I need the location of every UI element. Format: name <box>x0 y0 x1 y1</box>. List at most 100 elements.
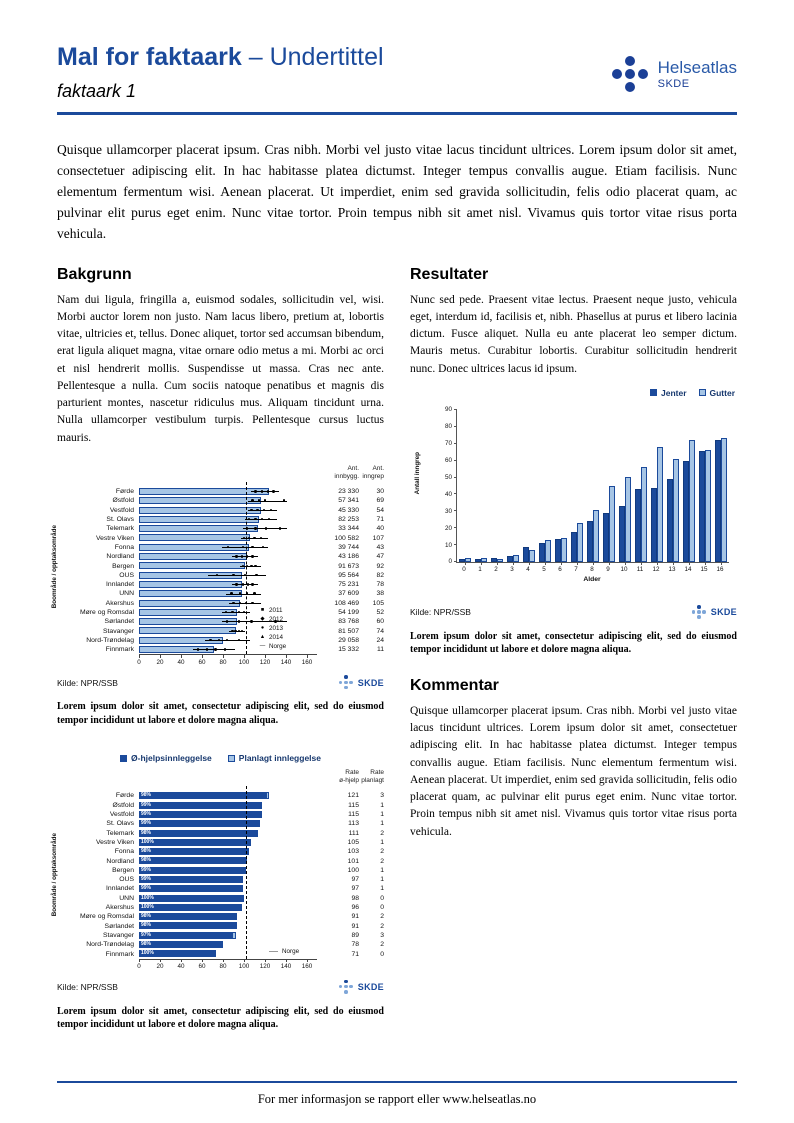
bar-jenter <box>618 506 625 562</box>
column-headers: Ant. innbygg. Ant. inngrep <box>57 463 384 487</box>
value-innbygg: 23 330 <box>338 488 359 496</box>
value-rate-planlagt: 1 <box>380 876 384 884</box>
error-range <box>248 500 288 502</box>
table-row: Sørlandet 83 768 60 <box>57 617 384 626</box>
y-tick-label: 70 <box>444 440 452 448</box>
row-plot: 98% <box>139 912 317 921</box>
bar-ehjelp: 98% <box>139 848 248 856</box>
value-rate-ehjelp: 103 <box>347 848 359 856</box>
year-marker <box>241 583 245 586</box>
bar-gutter <box>545 540 552 562</box>
bar-planlagt <box>220 941 223 949</box>
value-innbygg: 75 231 <box>338 581 359 589</box>
x-tick-label: 4 <box>526 565 530 573</box>
logo-text: Helseatlas SKDE <box>658 58 737 90</box>
skde-wordmark: SKDE <box>357 982 384 993</box>
value-rate-ehjelp: 98 <box>351 894 359 902</box>
tick-mark <box>307 959 308 963</box>
row-label: Stavanger <box>103 931 134 939</box>
tick-mark <box>454 493 457 495</box>
y-tick-label: 50 <box>444 474 452 482</box>
value-innbygg: 108 469 <box>334 599 359 607</box>
chart-rows: Førde 98% 121 3 Østfold 99% 115 1 Vestfold 99% 115… <box>57 786 384 959</box>
tick-mark <box>160 655 161 658</box>
value-innbygg: 100 582 <box>334 534 359 542</box>
tick-mark <box>454 510 457 512</box>
legend-item: Ø-hjelpsinnleggelse <box>120 753 212 763</box>
tick-label: 0 <box>137 963 141 971</box>
bar <box>139 515 259 523</box>
bar-planlagt <box>240 876 243 883</box>
year-marker <box>223 648 227 651</box>
source-label: Kilde: NPR/SSB <box>57 677 118 688</box>
chart-footer: Kilde: NPR/SSB SKDE <box>410 604 737 620</box>
dot-icon <box>343 675 348 679</box>
bar-gutter <box>593 510 600 562</box>
value-rate-planlagt: 3 <box>380 792 384 800</box>
error-range <box>248 509 277 511</box>
row-plot: 100% <box>139 903 317 912</box>
legend-marker-icon: ◆ <box>260 616 265 623</box>
bar <box>139 580 242 588</box>
chart-rows: Førde 23 330 30 Østfold 57 341 69 Vestfold 45 3… <box>57 481 384 655</box>
tick-label: 160 <box>301 658 313 666</box>
x-tick-label: 15 <box>700 565 708 573</box>
bar <box>139 525 258 533</box>
value-rate-ehjelp: 97 <box>351 885 359 893</box>
row-label: Finnmark <box>105 950 134 958</box>
y-tick-label: 80 <box>444 423 452 431</box>
x-tick-label: 6 <box>558 565 562 573</box>
chart3-caption: Lorem ipsum dolor sit amet, consectetur … <box>410 630 737 656</box>
bar-ehjelp: 98% <box>139 857 246 865</box>
bar-gutter <box>513 555 520 562</box>
norge-reference-line <box>246 786 248 959</box>
chart-rates-by-region: Ant. innbygg. Ant. inngrep Førde 23 330 30 Øs… <box>51 463 384 690</box>
error-range <box>232 556 258 558</box>
year-marker <box>245 555 249 558</box>
table-row: Finnmark 15 332 11 <box>57 645 384 654</box>
title-subtitle: – Undertittel <box>241 43 384 71</box>
bar <box>139 599 240 607</box>
table-row: St. Olavs 99% 113 1 <box>57 819 384 828</box>
row-label: Vestre Viken <box>95 838 134 846</box>
row-label: Fonna <box>114 543 134 551</box>
bar-gutter <box>561 537 568 562</box>
bar-ehjelp: 98% <box>139 922 235 930</box>
row-label: Telemark <box>106 829 134 837</box>
tick-mark <box>481 561 482 565</box>
bar-jenter <box>538 543 545 562</box>
value-innbygg: 95 564 <box>338 571 359 579</box>
year-marker <box>226 638 229 642</box>
table-row: Nordland 98% 101 2 <box>57 856 384 865</box>
row-label: Finnmark <box>105 646 134 654</box>
year-marker <box>215 573 218 577</box>
table-row: Førde 98% 121 3 <box>57 791 384 800</box>
value-inngrep: 71 <box>376 516 384 524</box>
bar-ehjelp: 99% <box>139 876 241 883</box>
dot-icon <box>696 610 701 614</box>
tick-label: 100 <box>238 963 250 971</box>
row-label: Nord-Trøndelag <box>86 636 134 644</box>
value-rate-planlagt: 2 <box>380 941 384 949</box>
legend-swatch <box>227 754 235 762</box>
value-rate-ehjelp: 91 <box>351 922 359 930</box>
legend-swatch <box>698 389 706 397</box>
table-row: Innlandet 75 231 78 <box>57 580 384 589</box>
bar-ehjelp: 98% <box>139 941 221 949</box>
dot-icon <box>343 680 348 685</box>
skde-wordmark: SKDE <box>357 677 384 688</box>
year-marker <box>209 638 212 642</box>
legend-item: ◆ 2012 <box>256 615 286 624</box>
header-titles: Mal for faktaark – Undertittel faktaark … <box>57 43 384 102</box>
tick-mark <box>529 561 530 565</box>
year-marker <box>238 592 241 595</box>
table-row: Innlandet 99% 97 1 <box>57 884 384 893</box>
table-row: Nordland 43 186 47 <box>57 552 384 561</box>
tick-mark <box>545 561 546 565</box>
chart-admission-type-by-region: Ø-hjelpsinnleggelse Planlagt innleggelse R… <box>51 749 384 994</box>
year-marker <box>256 508 259 512</box>
row-label: Nord-Trøndelag <box>86 941 134 949</box>
bar-jenter <box>522 546 529 562</box>
year-marker <box>241 564 245 567</box>
header: Mal for faktaark – Undertittel faktaark … <box>57 0 737 102</box>
